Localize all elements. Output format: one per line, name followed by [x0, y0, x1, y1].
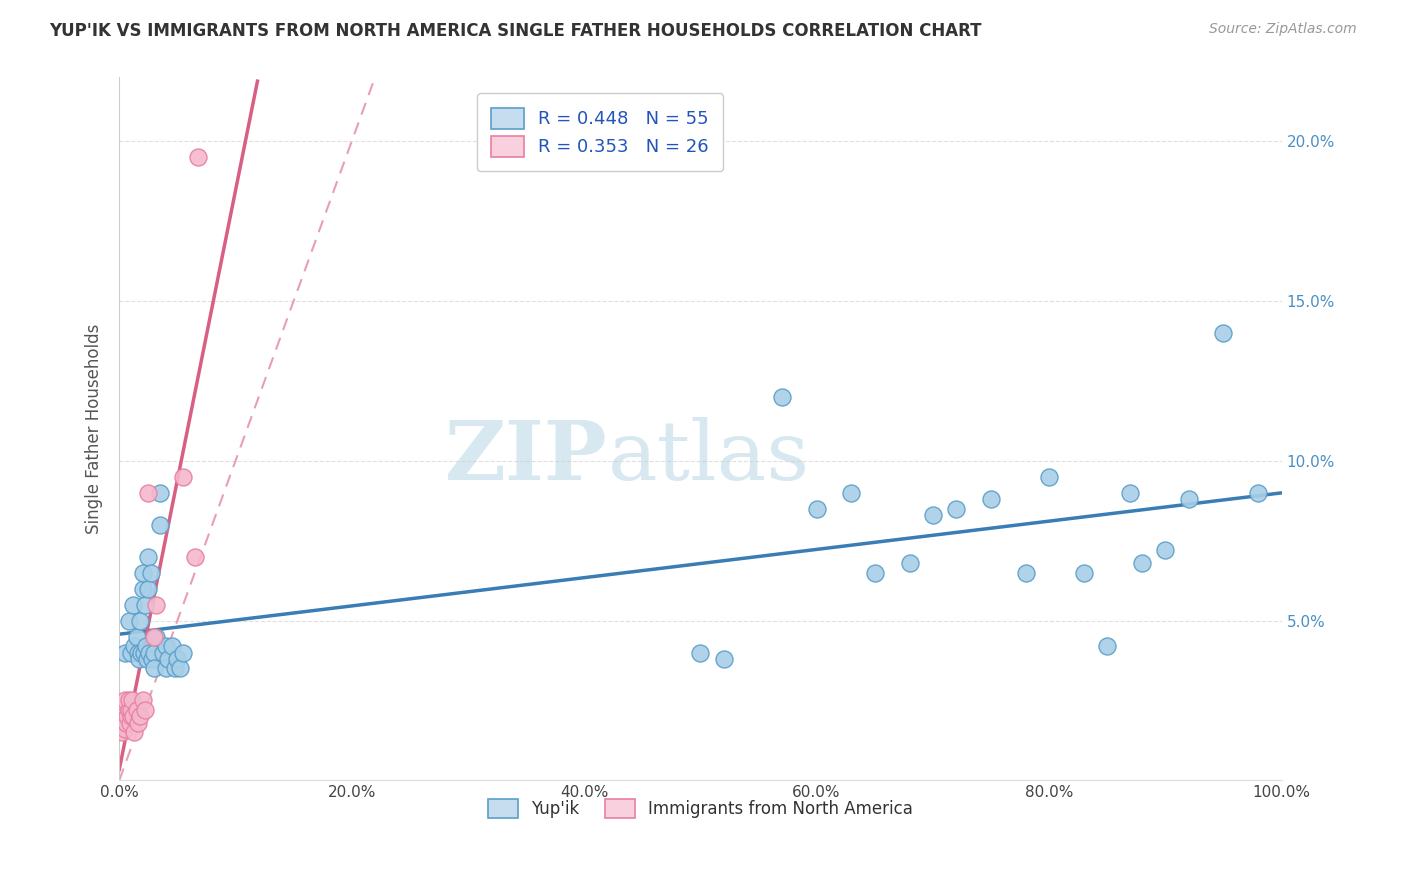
Point: [187, 150, 209, 164]
Text: ZIP: ZIP: [444, 417, 607, 497]
Legend: Yup'ik, Immigrants from North America: Yup'ik, Immigrants from North America: [481, 792, 920, 825]
Point: [117, 709, 139, 723]
Point: [149, 485, 172, 500]
Point: [172, 470, 194, 484]
Point: [1073, 566, 1095, 580]
Point: [713, 652, 735, 666]
Point: [134, 598, 156, 612]
Point: [131, 566, 153, 580]
Point: [120, 646, 142, 660]
Point: [122, 709, 145, 723]
Point: [165, 661, 187, 675]
Point: [135, 639, 157, 653]
Point: [128, 652, 150, 666]
Point: [863, 566, 886, 580]
Point: [1177, 492, 1199, 507]
Point: [689, 646, 711, 660]
Point: [131, 582, 153, 596]
Point: [155, 639, 177, 653]
Text: atlas: atlas: [607, 417, 810, 497]
Text: YUP'IK VS IMMIGRANTS FROM NORTH AMERICA SINGLE FATHER HOUSEHOLDS CORRELATION CHA: YUP'IK VS IMMIGRANTS FROM NORTH AMERICA …: [49, 22, 981, 40]
Point: [117, 693, 139, 707]
Point: [114, 646, 136, 660]
Point: [121, 693, 143, 707]
Point: [124, 639, 146, 653]
Point: [114, 722, 136, 736]
Point: [136, 582, 159, 596]
Point: [136, 652, 159, 666]
Point: [138, 646, 160, 660]
Point: [132, 646, 155, 660]
Point: [117, 703, 139, 717]
Point: [1038, 470, 1060, 484]
Point: [770, 390, 793, 404]
Point: [155, 661, 177, 675]
Point: [898, 556, 921, 570]
Point: [136, 549, 159, 564]
Point: [114, 693, 136, 707]
Point: [127, 715, 149, 730]
Point: [806, 501, 828, 516]
Point: [125, 703, 148, 717]
Point: [1015, 566, 1038, 580]
Text: Source: ZipAtlas.com: Source: ZipAtlas.com: [1209, 22, 1357, 37]
Point: [1247, 485, 1270, 500]
Point: [1154, 543, 1177, 558]
Point: [139, 566, 162, 580]
Point: [152, 646, 174, 660]
Point: [143, 661, 166, 675]
Point: [129, 709, 152, 723]
Point: [131, 646, 153, 660]
Point: [980, 492, 1002, 507]
Point: [125, 630, 148, 644]
Point: [136, 485, 159, 500]
Point: [112, 709, 135, 723]
Point: [131, 693, 153, 707]
Point: [157, 652, 180, 666]
Point: [134, 703, 156, 717]
Y-axis label: Single Father Households: Single Father Households: [86, 324, 103, 534]
Point: [120, 709, 142, 723]
Point: [921, 508, 943, 523]
Point: [145, 598, 167, 612]
Point: [145, 630, 167, 644]
Point: [141, 652, 163, 666]
Point: [149, 517, 172, 532]
Point: [115, 715, 138, 730]
Point: [1119, 485, 1142, 500]
Point: [110, 725, 132, 739]
Point: [118, 715, 141, 730]
Point: [120, 703, 142, 717]
Point: [143, 646, 166, 660]
Point: [166, 652, 188, 666]
Point: [1130, 556, 1153, 570]
Point: [184, 549, 207, 564]
Point: [122, 598, 145, 612]
Point: [111, 715, 134, 730]
Point: [1095, 639, 1118, 653]
Point: [143, 630, 166, 644]
Point: [169, 661, 191, 675]
Point: [124, 725, 146, 739]
Point: [127, 646, 149, 660]
Point: [841, 485, 863, 500]
Point: [945, 501, 967, 516]
Point: [1212, 326, 1234, 340]
Point: [160, 639, 183, 653]
Point: [117, 614, 139, 628]
Point: [172, 646, 194, 660]
Point: [129, 614, 152, 628]
